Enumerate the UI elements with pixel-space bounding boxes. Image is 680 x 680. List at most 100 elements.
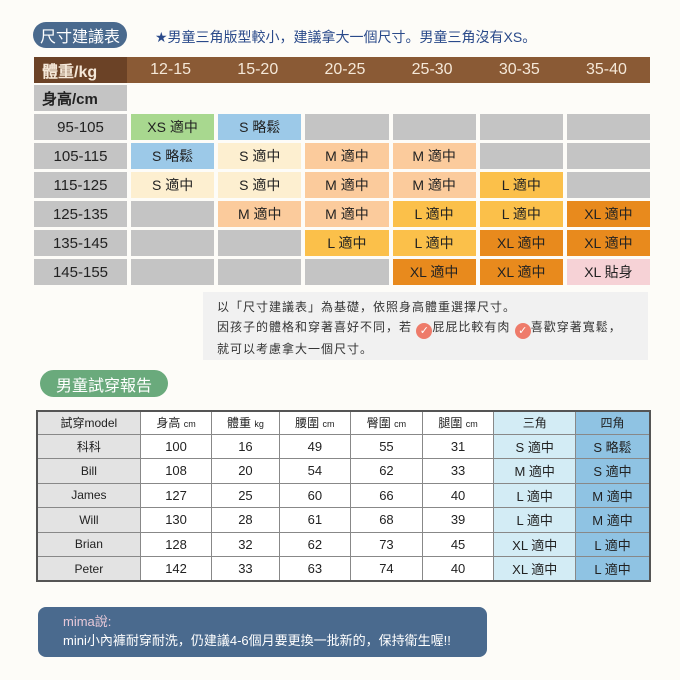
size-row: 115-125 S 適中 S 適中 M 適中 M 適中 L 適中 xyxy=(34,172,651,198)
table-cell: Will xyxy=(36,507,141,533)
header-label: 腿圍 xyxy=(438,416,463,431)
table-cell: Peter xyxy=(36,556,141,582)
height-range: 95-105 xyxy=(34,114,127,140)
size-cell xyxy=(479,143,563,169)
weight-range: 30-35 xyxy=(498,61,540,78)
size-cell xyxy=(218,230,302,256)
weight-range: 20-25 xyxy=(324,61,366,78)
table-cell: 100 xyxy=(139,433,213,459)
height-range: 105-115 xyxy=(34,143,127,169)
table-cell: 科科 xyxy=(36,433,141,459)
size-guide-table: 體重/kg 12-15 15-20 20-25 25-30 30-35 35-40 身高/… xyxy=(34,57,651,288)
height-header-row: 身高/cm xyxy=(34,85,650,111)
table-cell: L 適中 xyxy=(493,507,577,533)
column-header: 三角 xyxy=(493,410,577,435)
height-range: 135-145 xyxy=(34,230,127,256)
table-cell: 60 xyxy=(278,482,352,508)
table-cell: 73 xyxy=(350,531,423,557)
size-cell: M 適中 xyxy=(392,143,476,169)
fitting-report-table: 試穿model 身高 cm 體重 kg 腰圍 cm 臀圍 cm 腿圍 cm 三角 四角 科科 10… xyxy=(36,410,651,582)
size-cell xyxy=(566,143,651,169)
height-label: 身高/cm xyxy=(34,85,127,111)
table-cell: 61 xyxy=(278,507,352,533)
height-range: 115-125 xyxy=(34,172,127,198)
size-cell: S 適中 xyxy=(218,172,302,198)
table-cell: 142 xyxy=(139,556,213,582)
report-title: 男童試穿報告 xyxy=(40,370,168,397)
size-cell xyxy=(479,114,563,140)
column-header: 體重 kg xyxy=(211,410,280,435)
size-cell: XL 適中 xyxy=(479,230,563,256)
size-guide-note: ★男童三角版型較小，建議拿大一個尺寸。男童三角沒有XS。 xyxy=(155,29,537,45)
weight-header-row: 體重/kg 12-15 15-20 20-25 25-30 30-35 35-40 xyxy=(34,57,650,83)
header-label: 腰圍 xyxy=(295,416,320,431)
table-cell: 33 xyxy=(421,458,495,484)
table-cell: S 適中 xyxy=(575,458,651,484)
header-label: 三角 xyxy=(522,416,547,431)
size-cell: M 適中 xyxy=(392,172,476,198)
advice-line-2: 因孩子的體格和穿著喜好不同，若 ✓ 屁屁比較有肉 ✓ 喜歡穿著寬鬆， xyxy=(217,317,648,339)
column-header: 臀圍 cm xyxy=(350,410,423,435)
size-cell: XL 適中 xyxy=(566,230,651,256)
table-cell: 28 xyxy=(211,507,280,533)
report-header-row: 試穿model 身高 cm 體重 kg 腰圍 cm 臀圍 cm 腿圍 cm 三角 四角 xyxy=(36,410,651,435)
size-cell xyxy=(566,114,651,140)
column-header: 試穿model xyxy=(36,410,141,435)
advice-box: 以「尺寸建議表」為基礎，依照身高體重選擇尺寸。 因孩子的體格和穿著喜好不同，若 … xyxy=(203,292,648,360)
size-cell xyxy=(131,230,215,256)
table-cell: 55 xyxy=(350,433,423,459)
weight-label: 體重/kg xyxy=(34,57,127,83)
advice-line-1: 以「尺寸建議表」為基礎，依照身高體重選擇尺寸。 xyxy=(217,300,517,314)
table-cell: 40 xyxy=(421,482,495,508)
size-cell: XL 適中 xyxy=(566,201,651,227)
size-cell: L 適中 xyxy=(392,201,476,227)
table-cell: Bill xyxy=(36,458,141,484)
column-header: 身高 cm xyxy=(139,410,213,435)
advice-line-3: 就可以考慮拿大一個尺寸。 xyxy=(217,342,374,356)
table-cell: S 略鬆 xyxy=(575,433,651,459)
table-cell: 45 xyxy=(421,531,495,557)
table-cell: S 適中 xyxy=(493,433,577,459)
mima-text: mini小內褲耐穿耐洗，仍建議4-6個月要更換一批新的，保持衛生喔!! xyxy=(63,633,451,648)
size-row: 95-105 XS 適中 S 略鬆 xyxy=(34,114,651,140)
size-row: 135-145 L 適中 L 適中 XL 適中 XL 適中 xyxy=(34,230,651,256)
size-guide-title: 尺寸建議表 xyxy=(33,22,127,48)
header-unit: cm xyxy=(394,419,407,430)
weight-range: 25-30 xyxy=(411,61,453,78)
size-cell xyxy=(305,259,389,285)
column-header: 腿圍 cm xyxy=(421,410,495,435)
table-cell: 40 xyxy=(421,556,495,582)
size-cell: XL 適中 xyxy=(479,259,563,285)
size-cell: S 略鬆 xyxy=(218,114,302,140)
table-cell: 62 xyxy=(350,458,423,484)
table-cell: 128 xyxy=(139,531,213,557)
table-cell: 74 xyxy=(350,556,423,582)
table-cell: M 適中 xyxy=(575,507,651,533)
size-cell xyxy=(566,172,651,198)
size-cell: M 適中 xyxy=(305,201,389,227)
table-cell: 63 xyxy=(278,556,352,582)
size-cell: S 略鬆 xyxy=(131,143,215,169)
header-unit: cm xyxy=(183,419,196,430)
size-cell xyxy=(131,201,215,227)
size-cell: XL 貼身 xyxy=(566,259,651,285)
advice-text: 喜歡穿著寬鬆， xyxy=(530,320,622,334)
header-label: 試穿model xyxy=(60,416,118,431)
size-cell: XS 適中 xyxy=(131,114,215,140)
header-label: 身高 xyxy=(156,416,181,431)
size-cell xyxy=(305,114,389,140)
size-cell: S 適中 xyxy=(131,172,215,198)
table-cell: 39 xyxy=(421,507,495,533)
table-cell: XL 適中 xyxy=(493,531,577,557)
height-range: 145-155 xyxy=(34,259,127,285)
size-cell xyxy=(218,259,302,285)
column-header: 四角 xyxy=(575,410,651,435)
size-row: 105-115 S 略鬆 S 適中 M 適中 M 適中 xyxy=(34,143,651,169)
advice-text: 因孩子的體格和穿著喜好不同，若 xyxy=(217,320,413,334)
height-range: 125-135 xyxy=(34,201,127,227)
table-cell: 32 xyxy=(211,531,280,557)
weight-range: 15-20 xyxy=(237,61,279,78)
check-icon: ✓ xyxy=(416,323,433,339)
size-cell: M 適中 xyxy=(305,143,389,169)
table-row: James 127 25 60 66 40 L 適中 M 適中 xyxy=(36,482,651,508)
